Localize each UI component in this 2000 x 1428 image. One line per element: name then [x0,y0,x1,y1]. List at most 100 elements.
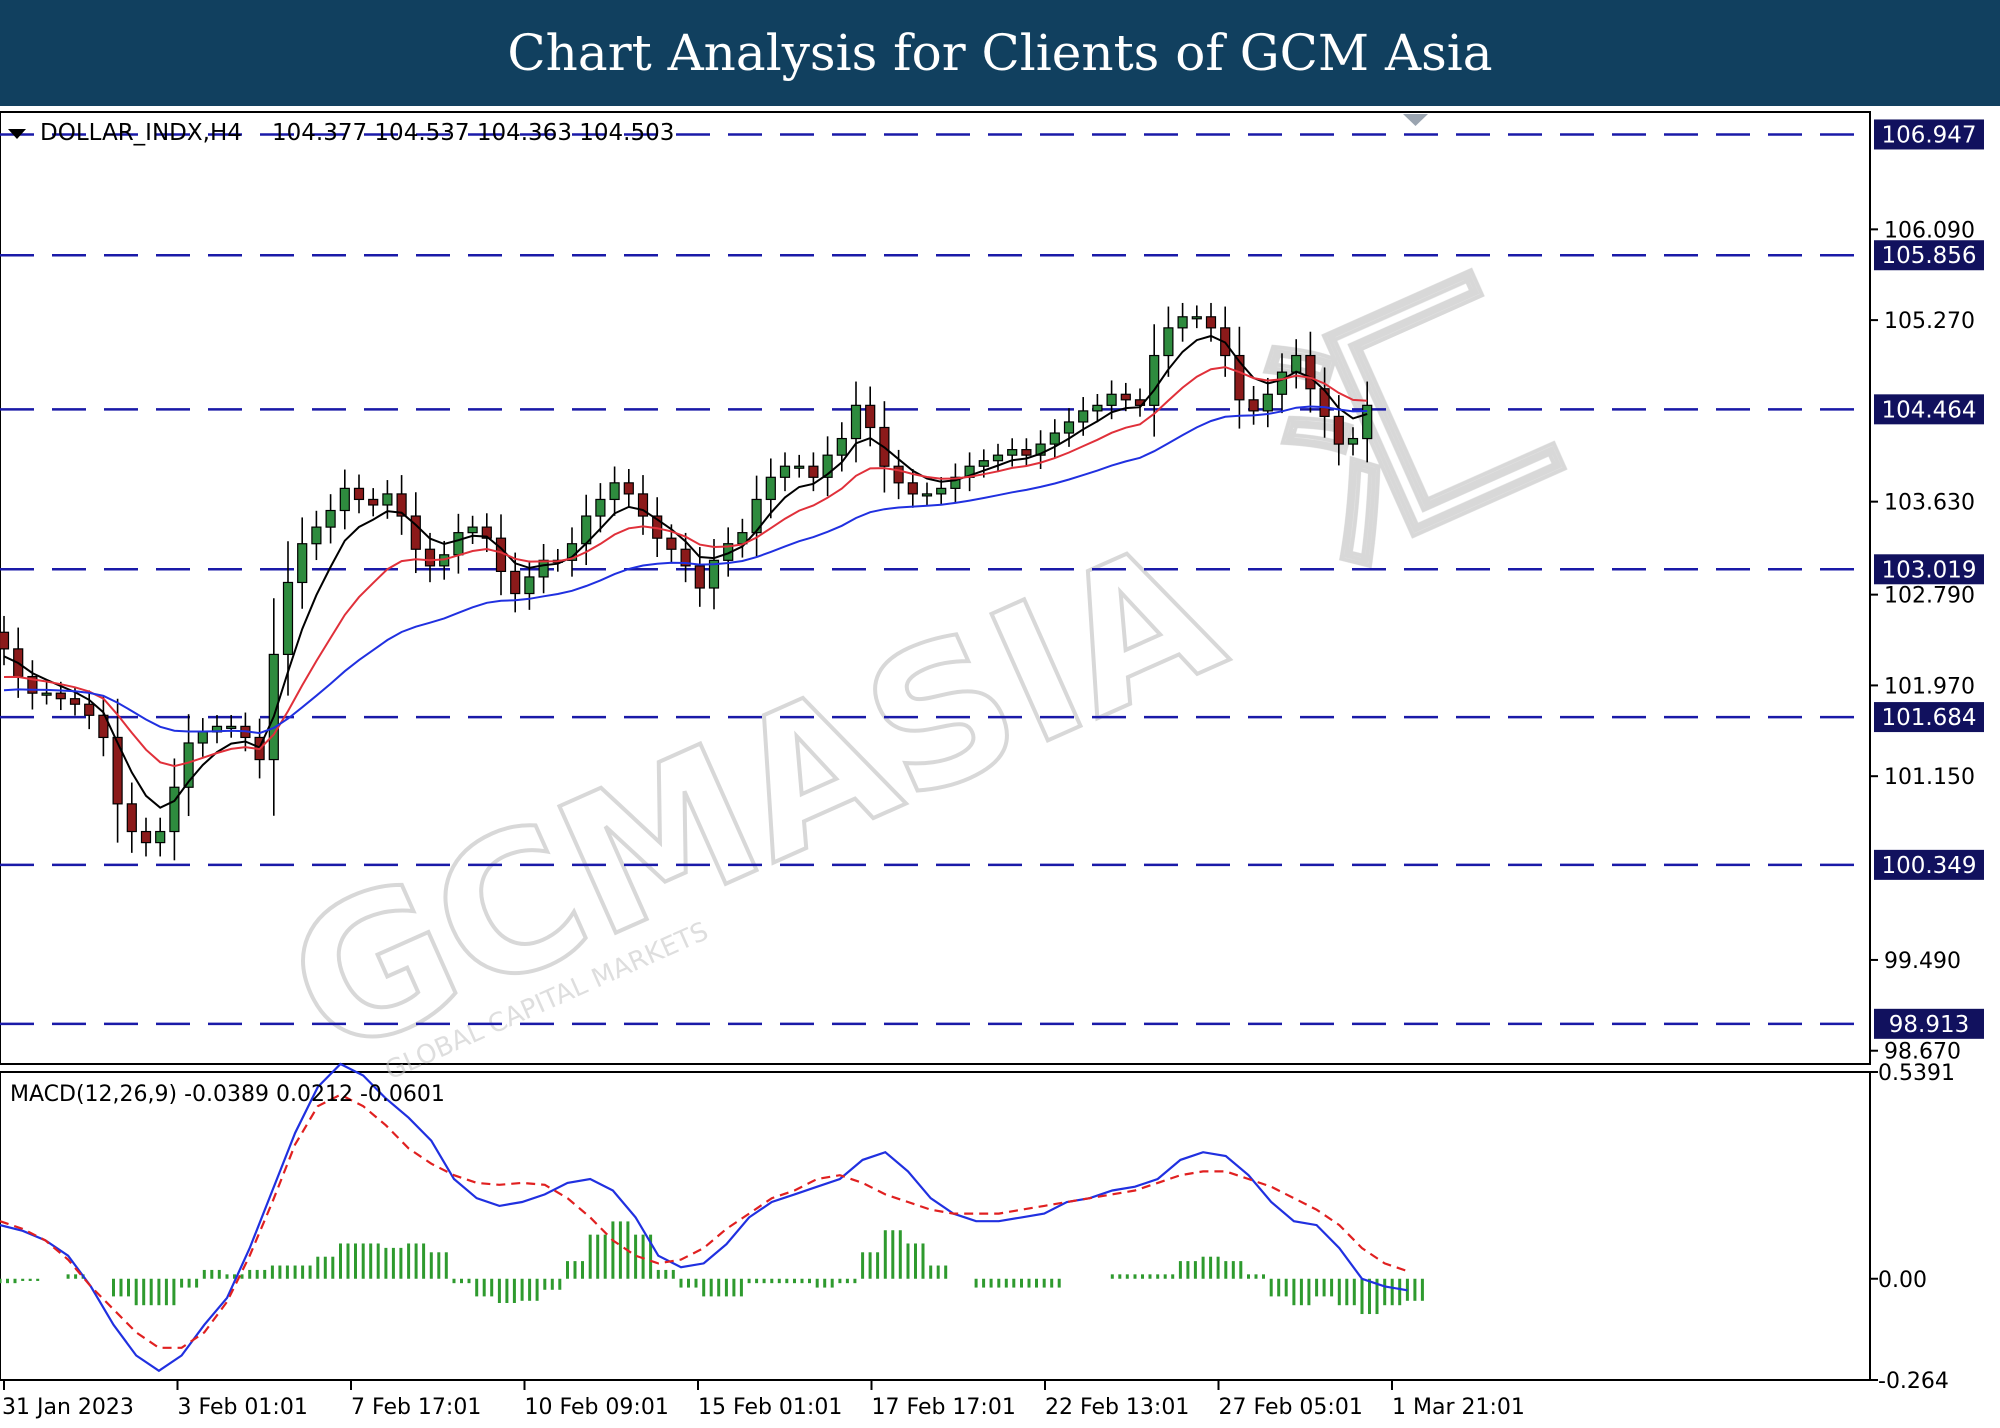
candle-body [1333,415,1344,445]
candle-body [311,526,322,545]
candle-body [808,465,819,478]
candle-body [1106,393,1117,406]
candle-body [1163,327,1174,357]
signal-line [0,1093,1408,1349]
candle-body [609,482,620,501]
time-axis: 31 Jan 2023 3 Feb 01:01 7 Feb 17:01 10 Feb … [2,1380,1525,1420]
candle-body [1149,354,1160,406]
ma-fast-line [3,334,1368,809]
price-tick-label: 103.630 [1884,491,1975,516]
candle-body [524,576,535,595]
candle-body [1248,399,1259,412]
candle-body [282,581,294,656]
candle-body [836,437,847,456]
candle-body [623,482,634,495]
banner-title: Chart Analysis for Clients of GCM Asia [507,24,1493,82]
candle-body [339,487,350,512]
candle-body [708,559,720,589]
candle-body [1291,354,1302,373]
dropdown-icon[interactable] [8,129,26,139]
candle-body [510,570,521,595]
candle-body [1276,371,1288,395]
candle-body [538,559,549,578]
candle-body [1305,354,1316,390]
candle-body [1319,388,1330,418]
candle-body [197,731,208,744]
candle-body [1191,316,1202,320]
candle-body [1120,393,1131,401]
time-tick-label: 17 Feb 17:01 [872,1395,1016,1420]
horizontal-levels: 106.947 105.856 104.464 103.019 101.684 100.3… [0,119,1984,1039]
macd-panel [0,1071,1871,1381]
candles [0,302,1373,861]
candle-body [666,537,677,550]
candle-body [1021,449,1032,456]
time-tick-label: 22 Feb 13:01 [1045,1395,1189,1420]
macd-line [0,1062,1408,1373]
price-axis: 106.090 105.270 103.630 102.790 101.970 101.1… [1870,218,1975,1065]
level-label: 101.684 [1881,705,1976,731]
candle-body [779,465,791,478]
symbol-label: DOLLAR_INDX,H4 [40,120,242,146]
candle-body [595,498,606,517]
shift-marker-icon [1403,114,1428,126]
candle-body [1007,449,1018,456]
price-tick-label: 101.150 [1884,765,1975,790]
candle-body [325,509,336,528]
ma-slow-line [3,405,1368,735]
macd-label: MACD(12,26,9) -0.0389 0.0212 -0.0601 [10,1082,445,1107]
time-tick-label: 27 Feb 05:01 [1219,1395,1363,1420]
price-tick-label: 102.790 [1884,584,1975,609]
time-tick-label: 7 Feb 17:01 [351,1395,481,1420]
candle-body [680,548,691,567]
candle-body [637,493,649,517]
level-label: 103.019 [1881,557,1976,583]
candle-body [1177,316,1188,329]
price-tick-label: 101.970 [1884,674,1975,699]
time-tick-label: 31 Jan 2023 [2,1395,134,1420]
candle-body [765,476,776,501]
level-tag [1874,849,1984,880]
candle-body [1347,437,1359,445]
candle-body [1205,316,1217,329]
candle-body [1078,410,1089,423]
candle-body [84,703,95,716]
candle-body [1362,404,1373,440]
level-label: 106.947 [1881,122,1976,148]
price-panel [0,111,1871,1065]
time-tick-label: 1 Mar 21:01 [1392,1395,1525,1420]
candle-body [921,493,933,497]
level-tag [1874,702,1984,733]
candle-body [893,465,904,484]
candle-body [140,830,152,844]
candle-body [992,454,1004,462]
level-label: 98.913 [1889,1012,1969,1038]
candle-body [69,698,81,705]
candle-body [1063,421,1075,434]
candle-body [169,786,180,833]
level-label: 100.349 [1881,853,1976,879]
candle-body [0,631,10,650]
candle-body [1262,393,1273,412]
candle-body [907,482,918,495]
candle-body [481,526,492,539]
level-label: 105.856 [1881,243,1976,269]
candle-body [410,515,421,550]
level-tag [1874,119,1984,150]
candle-body [55,692,66,700]
candle-body [226,725,237,729]
level-tag [1874,554,1984,585]
candle-body [155,830,166,844]
candle-body [382,493,393,506]
candle-body [112,736,123,805]
candle-body [950,476,961,489]
macd-tick-label: -0.264 [1878,1369,1949,1394]
candle-body [978,460,989,467]
level-tag [1874,1008,1984,1039]
candle-body [1035,443,1046,456]
candle-body [822,454,833,478]
candle-body [1049,432,1060,445]
price-tick-label: 106.090 [1884,218,1975,243]
macd-tick-label: 0.00 [1878,1268,1927,1293]
